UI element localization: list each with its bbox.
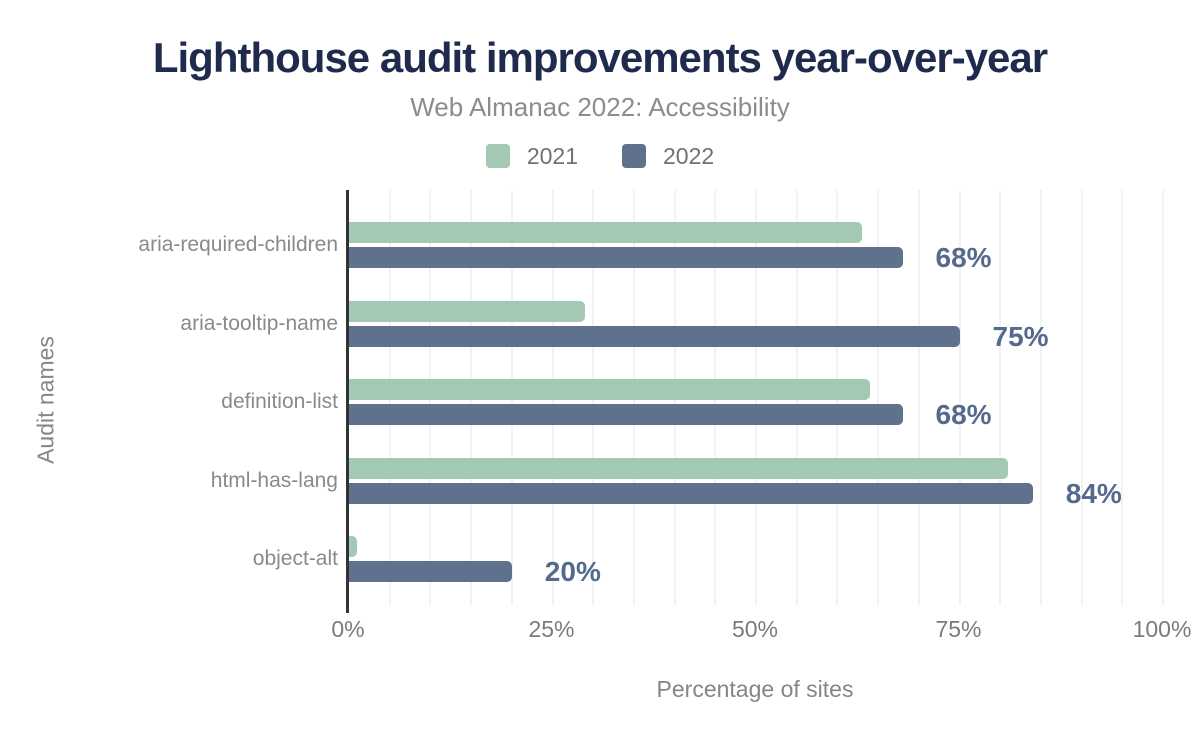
y-axis-line — [346, 190, 349, 613]
legend-swatch-2022-icon — [622, 144, 646, 168]
x-tick-50%: 50% — [731, 616, 779, 642]
data-label-object-alt: 20% — [544, 556, 601, 587]
category-label-object-alt: object-alt — [252, 547, 338, 570]
bar-2021-html-has-lang[interactable] — [349, 458, 1009, 479]
bar-2021-aria-tooltip-name[interactable] — [349, 301, 586, 322]
gridline — [1162, 190, 1164, 605]
legend-item-2022[interactable]: 2022 — [622, 143, 714, 170]
gridline — [1039, 190, 1042, 605]
gridline — [958, 190, 961, 605]
bar-2022-aria-required-children[interactable] — [349, 247, 903, 268]
data-label-html-has-lang: 84% — [1065, 478, 1122, 509]
bar-2021-aria-required-children[interactable] — [349, 222, 862, 243]
bar-2021-object-alt[interactable] — [349, 536, 358, 557]
gridline — [1080, 190, 1083, 605]
bar-2021-definition-list[interactable] — [349, 379, 870, 400]
bar-2022-definition-list[interactable] — [349, 404, 903, 425]
category-label-definition-list: definition-list — [221, 390, 338, 413]
x-tick-75%: 75% — [935, 616, 982, 642]
legend: 2021 2022 — [0, 141, 1200, 171]
x-tick-25%: 25% — [528, 616, 575, 642]
legend-label-2021: 2021 — [526, 142, 578, 169]
bar-2022-html-has-lang[interactable] — [349, 483, 1033, 504]
category-label-aria-tooltip-name: aria-tooltip-name — [180, 312, 338, 335]
gridline — [999, 190, 1002, 605]
gridline — [917, 190, 920, 605]
data-label-aria-tooltip-name: 75% — [992, 321, 1049, 352]
x-tick-100%: 100% — [1132, 616, 1192, 642]
chart-subtitle: Web Almanac 2022: Accessibility — [410, 92, 790, 122]
bar-2022-object-alt[interactable] — [349, 561, 512, 582]
y-axis-title: Audit names — [32, 336, 59, 464]
legend-item-2021[interactable]: 2021 — [485, 142, 578, 170]
category-label-aria-required-children: aria-required-children — [138, 233, 338, 256]
legend-label-2022: 2022 — [663, 142, 715, 169]
x-axis-title: Percentage of sites — [656, 676, 854, 702]
category-label-html-has-lang: html-has-lang — [210, 469, 338, 492]
x-tick-0%: 0% — [331, 616, 365, 642]
chart-title: Lighthouse audit improvements year-over-… — [152, 34, 1048, 81]
bar-2022-aria-tooltip-name[interactable] — [349, 326, 960, 347]
gridline — [1121, 190, 1124, 605]
legend-swatch-2021-icon — [485, 144, 510, 168]
gridline — [877, 190, 880, 605]
data-label-definition-list: 68% — [935, 399, 992, 430]
data-label-aria-required-children: 68% — [935, 242, 992, 273]
